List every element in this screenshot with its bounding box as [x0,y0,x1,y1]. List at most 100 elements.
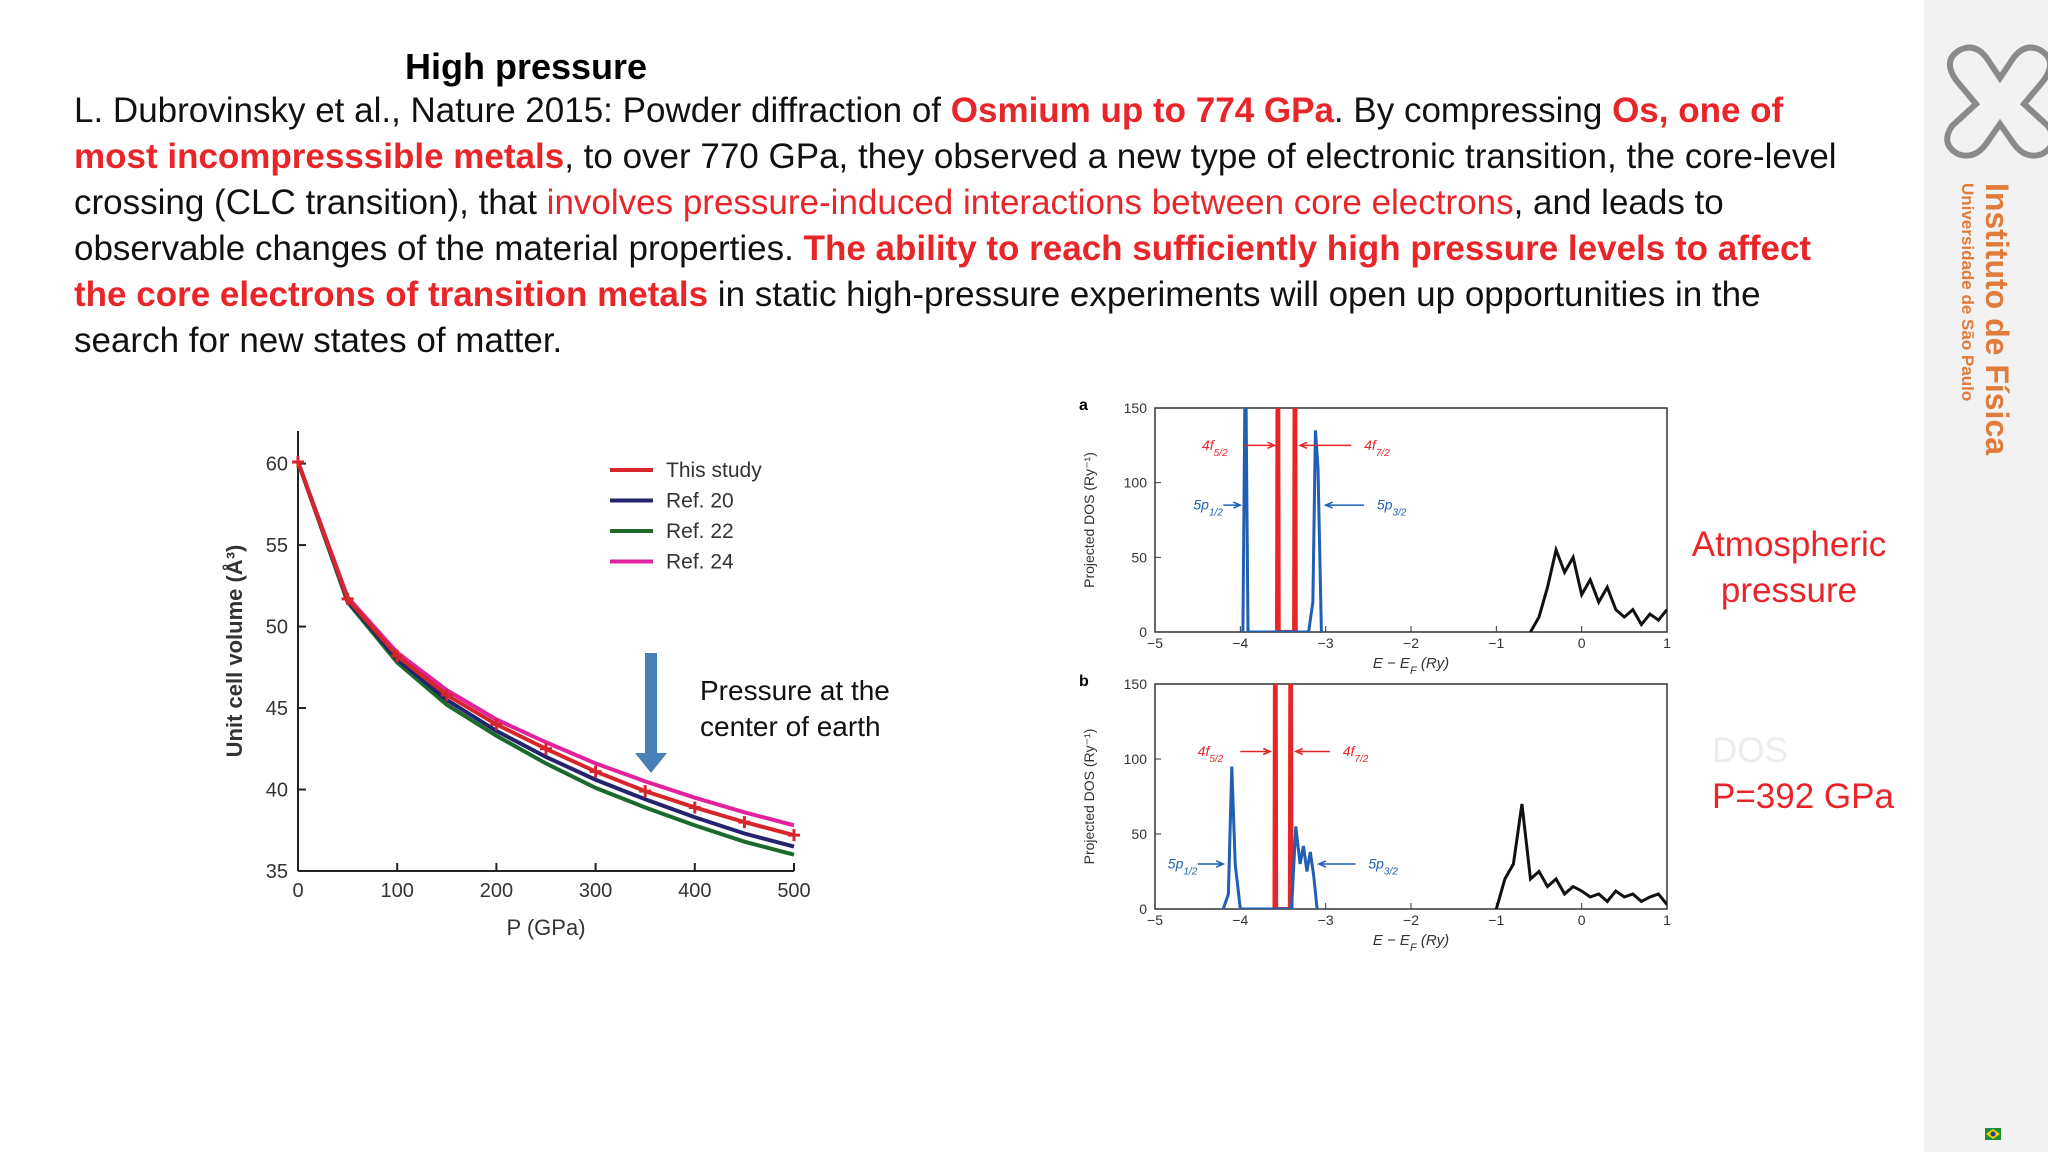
arrow [635,653,667,773]
x-tick-label: 1 [1663,635,1671,651]
annotation-sub: 3/2 [1384,866,1398,877]
text-run: Os, one of most incompresssible metals [74,91,1784,176]
y-axis-label: Projected DOS (Ry⁻¹) [1081,452,1097,588]
label-part: F [1410,942,1418,954]
side-label: Atmospheric [1692,525,1887,564]
slide-title: High pressure [405,46,648,87]
dos-chart: 0 50 100 150 −5 −4 −3 −2 −1 0 1 a Projected DOS (Ry⁻… [1079,397,1671,677]
y-tick-label: 40 [266,780,288,802]
marker [440,689,453,701]
legend-label: Ref. 20 [666,490,734,513]
marker [490,718,503,731]
x-tick-label: −5 [1147,635,1163,651]
x-tick-label: 300 [579,880,612,902]
x-axis-label: E − EF (Ry) [1373,932,1449,954]
series-line [296,461,795,838]
annotation-base: 4f [1202,437,1216,453]
marker [738,816,751,829]
flag [1985,1128,2001,1140]
y-tick-label: 0 [1139,901,1147,917]
y-tick-label: 100 [1124,751,1148,767]
x-tick-label: −3 [1318,635,1334,651]
x-tick-label: 500 [777,880,810,902]
annotation-arrow [1316,860,1356,868]
side-label: DOS [1712,731,1788,770]
x-tick-label: 200 [480,880,513,902]
annotation: 4f7/2 [1343,743,1369,765]
x-tick-label: 0 [1578,635,1586,651]
annotation-sub: 7/2 [1354,754,1368,765]
x-tick-label: −2 [1403,912,1419,928]
x-tick-label: −5 [1147,912,1163,928]
dos-line [1240,408,1323,632]
annotation-arrow [1298,441,1352,450]
annotation-sub: 7/2 [1376,447,1390,458]
plot-frame [1154,407,1668,633]
annotation-base: 4f [1198,743,1212,759]
annotation-base: 5p [1168,856,1184,872]
y-axis-label: Projected DOS (Ry⁻¹) [1081,729,1097,865]
marker [589,765,602,778]
x-tick-label: 0 [1578,912,1586,928]
panel-label: a [1079,397,1088,414]
y-axis-label: Unit cell volume (Å³) [221,545,247,758]
annotation: center of earth [700,711,881,742]
dos-chart: 0 50 100 150 −5 −4 −3 −2 −1 0 1 b Projected DOS (Ry⁻… [1079,673,1671,954]
x-axis-label: E − EF (Ry) [1373,655,1449,677]
x-tick-label: −2 [1403,635,1419,651]
annotation-base: 5p [1368,856,1384,872]
marker [292,455,304,468]
marker [540,742,552,755]
annotation-base: 5p [1377,497,1393,513]
annotation: 5p3/2 [1377,497,1407,518]
label-part: E − E [1373,932,1411,949]
annotation-arrow [1293,747,1330,756]
y-tick-label: 0 [1139,624,1147,640]
x-tick-label: −4 [1232,635,1248,651]
marker [639,785,652,798]
marker [688,801,701,814]
annotation-arrow [1323,501,1365,509]
y-tick-label: 50 [266,617,288,639]
dos-line [1494,803,1667,909]
x-tick-label: −1 [1488,912,1504,928]
x-tick-label: 0 [292,880,303,902]
text-run: involves pressure-induced interactions b… [546,183,1514,222]
y-tick-label: 60 [266,454,288,476]
annotation: Pressure at the [700,675,890,706]
annotation: 5p1/2 [1193,497,1223,518]
x-tick-label: 1 [1663,912,1671,928]
annotation: 5p1/2 [1168,856,1198,878]
text-run: The ability to reach sufficiently high p… [74,229,1812,314]
text-run: in static high-pressure experiments will… [74,275,1761,360]
label-part: (Ry) [1417,655,1450,672]
y-tick-label: 55 [266,535,288,557]
label-part: (Ry) [1417,932,1450,949]
dos-line [1221,766,1319,909]
y-tick-label: 35 [266,861,288,883]
line-chart: 35 40 45 50 55 60 0 100 200 300 400 500 P (GPa) Unit … [221,431,890,940]
x-axis-label: P (GPa) [506,915,585,940]
side-label: pressure [1721,571,1857,610]
sidebar [1924,0,2048,1152]
marker [341,592,354,605]
annotation: 4f5/2 [1198,743,1224,765]
label-part: F [1410,665,1418,677]
annotation-sub: 3/2 [1392,507,1406,518]
legend-label: Ref. 24 [666,551,734,574]
text-run: . By compressing [1333,91,1613,130]
text-run: L. Dubrovinsky et al., Nature 2015: Powd… [74,91,951,130]
institute-name: Instituto de Física [1979,183,2015,455]
x-tick-label: −3 [1318,912,1334,928]
annotation-arrow [1197,860,1226,868]
marker [788,829,800,842]
annotation-base: 4f [1364,437,1378,453]
dos-line [1529,544,1667,632]
legend-label: This study [666,459,762,482]
y-tick-label: 150 [1124,400,1148,416]
x-tick-label: −4 [1232,912,1248,928]
x-tick-label: 100 [381,880,414,902]
y-tick-label: 45 [266,698,288,720]
